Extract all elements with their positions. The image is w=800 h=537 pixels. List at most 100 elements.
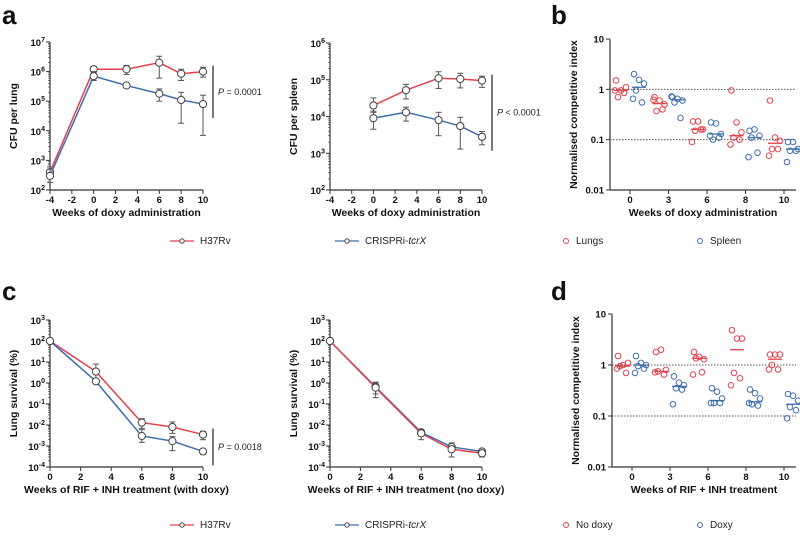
data-point bbox=[751, 126, 758, 133]
x-tick-label: 10 bbox=[477, 472, 488, 483]
data-point bbox=[672, 384, 680, 392]
y-tick-label: 10-2 bbox=[28, 420, 45, 432]
y-tick-label: 102 bbox=[311, 185, 326, 197]
y-tick-label: 10 bbox=[595, 310, 606, 321]
series-line bbox=[49, 340, 204, 436]
series-line bbox=[329, 340, 483, 453]
data-point bbox=[766, 97, 774, 104]
series-crispri-tcrx bbox=[369, 106, 487, 150]
p-value-annotation: P = 0.0001 bbox=[218, 87, 262, 97]
y-tick-label: 100 bbox=[311, 378, 326, 390]
data-point bbox=[786, 403, 794, 411]
y-axis-label: Normalised competitive index bbox=[568, 40, 580, 189]
x-tick-label: 6 bbox=[157, 195, 162, 206]
legend-label: Spleen bbox=[710, 236, 741, 247]
data-point bbox=[677, 114, 684, 122]
data-point bbox=[614, 93, 622, 101]
data-point bbox=[689, 371, 697, 378]
data-point bbox=[434, 115, 443, 125]
data-point bbox=[401, 108, 411, 117]
y-tick-label: 10-3 bbox=[308, 441, 325, 453]
data-point bbox=[631, 369, 639, 377]
y-tick-label: 0.1 bbox=[591, 135, 605, 146]
data-point bbox=[794, 397, 800, 404]
data-point bbox=[632, 87, 640, 94]
x-axis-label: Weeks of RIF + INH treatment (with doxy) bbox=[24, 484, 229, 496]
data-point bbox=[756, 132, 763, 139]
x-tick-label: 2 bbox=[358, 472, 363, 483]
data-point bbox=[638, 99, 646, 106]
data-point bbox=[712, 120, 720, 127]
data-point bbox=[789, 392, 797, 400]
data-point bbox=[650, 96, 657, 104]
data-point bbox=[656, 97, 663, 104]
legend-item-lungs: Lungs bbox=[563, 236, 603, 247]
data-point bbox=[122, 65, 131, 74]
data-point bbox=[713, 388, 721, 395]
y-tick-label: 0.01 bbox=[586, 186, 605, 197]
data-point bbox=[91, 377, 101, 386]
legend-item-crispri-tcrx: CRISPRi-tcrX bbox=[335, 520, 426, 531]
y-axis-label: CFU per lung bbox=[8, 83, 20, 149]
legends: H37Rv CRISPRi-tcrX Lungs Spleen H37Rv CRISPRi… bbox=[170, 236, 741, 531]
y-tick-label: 103 bbox=[31, 155, 46, 167]
series-line bbox=[49, 61, 204, 173]
x-tick-label: 0 bbox=[91, 195, 96, 206]
data-point bbox=[640, 80, 648, 87]
data-point bbox=[745, 399, 753, 407]
y-tick-label: 1 bbox=[599, 85, 605, 96]
data-point bbox=[730, 369, 738, 377]
x-tick-label: -2 bbox=[347, 195, 355, 206]
data-point bbox=[774, 366, 782, 373]
data-point bbox=[792, 147, 800, 155]
data-point bbox=[629, 95, 637, 103]
y-tick-label: 0.01 bbox=[588, 463, 607, 474]
x-tick-label: 3 bbox=[666, 195, 671, 206]
data-point bbox=[706, 132, 714, 139]
x-axis-label: Weeks of doxy administration bbox=[629, 207, 778, 219]
legend-marker bbox=[179, 238, 185, 244]
series-line bbox=[329, 340, 483, 455]
y-tick-label: 101 bbox=[311, 357, 326, 369]
y-tick-label: 10-4 bbox=[28, 462, 45, 474]
data-point bbox=[789, 138, 797, 146]
data-point bbox=[198, 99, 208, 109]
data-point bbox=[434, 74, 443, 83]
legend-label: H37Rv bbox=[200, 520, 231, 531]
data-point bbox=[698, 368, 706, 376]
data-point bbox=[168, 437, 177, 446]
data-point bbox=[45, 336, 55, 346]
data-point bbox=[91, 367, 101, 376]
data-point bbox=[45, 171, 55, 180]
x-tick-label: 6 bbox=[436, 195, 441, 206]
data-point bbox=[765, 366, 773, 373]
data-point bbox=[776, 351, 784, 358]
data-point bbox=[754, 402, 762, 409]
x-tick-label: 10 bbox=[779, 472, 790, 483]
data-point bbox=[728, 87, 735, 94]
x-tick-label: 8 bbox=[743, 195, 748, 206]
series-h37rv bbox=[45, 55, 208, 179]
legend-marker bbox=[344, 522, 350, 528]
data-point bbox=[137, 431, 146, 441]
data-point bbox=[653, 107, 660, 115]
legend-marker bbox=[563, 238, 569, 244]
x-tick-label: 6 bbox=[704, 195, 709, 206]
x-tick-label: 0 bbox=[371, 195, 376, 206]
data-point bbox=[774, 145, 782, 153]
data-point bbox=[765, 152, 773, 160]
series-line bbox=[49, 75, 204, 177]
data-point bbox=[635, 76, 643, 84]
legend-label: CRISPRi-tcrX bbox=[365, 520, 426, 531]
data-point bbox=[675, 379, 683, 386]
y-tick-label: 103 bbox=[31, 315, 46, 327]
data-point bbox=[691, 127, 699, 135]
data-point bbox=[783, 158, 791, 166]
data-point bbox=[728, 326, 736, 334]
x-tick-label: 8 bbox=[449, 472, 454, 483]
legend-marker bbox=[697, 238, 703, 244]
y-tick-label: 1 bbox=[601, 361, 607, 372]
series-h37rv bbox=[325, 336, 487, 458]
data-point bbox=[198, 67, 208, 76]
x-tick-label: 10 bbox=[198, 195, 209, 206]
